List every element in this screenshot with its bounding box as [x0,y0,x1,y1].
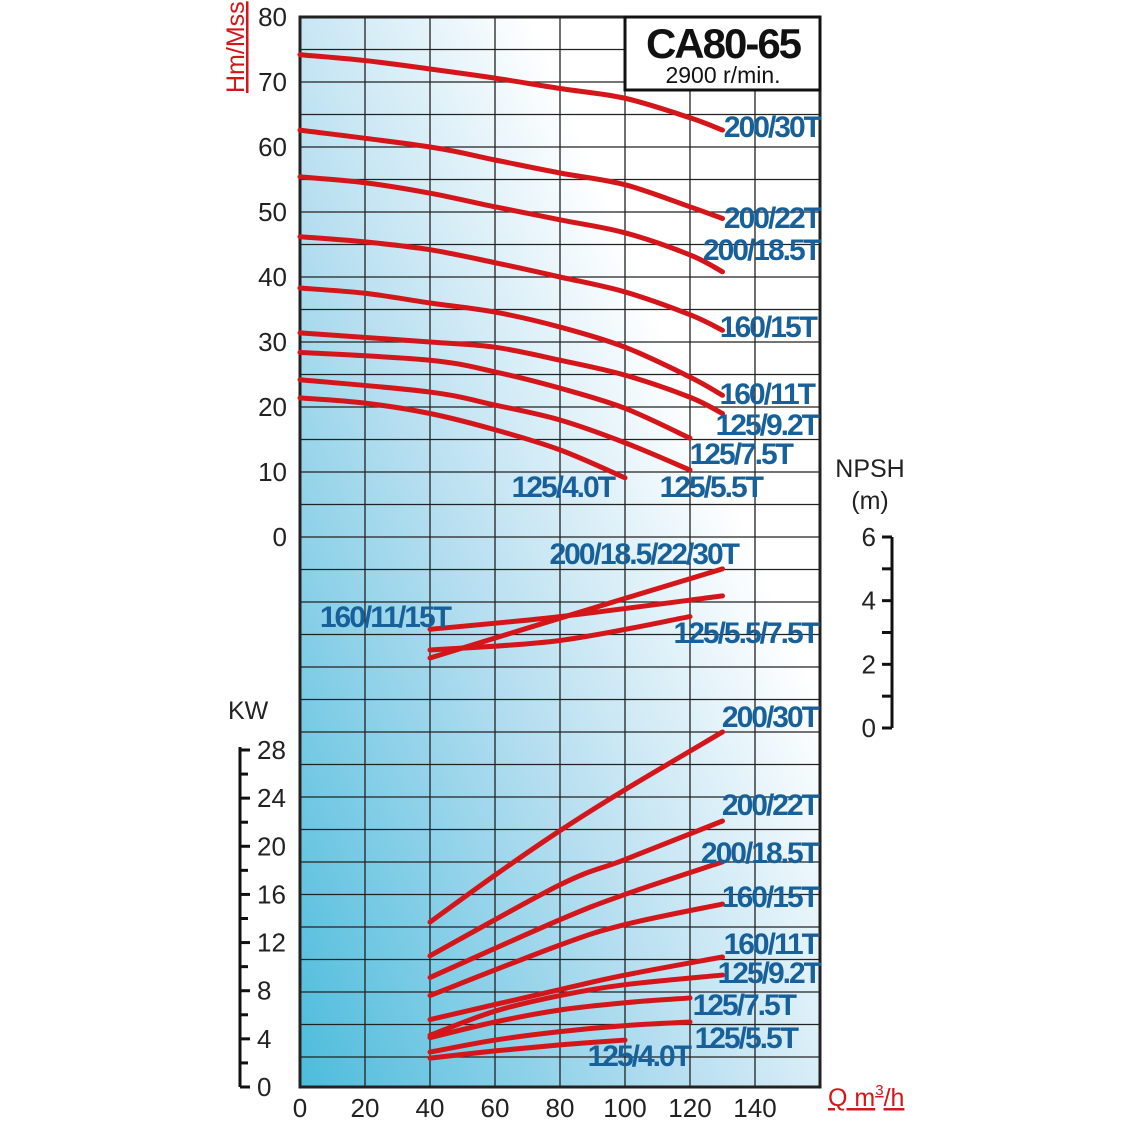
power-curve-200-22T [427,818,725,959]
power-series-label: 160/15T [722,881,820,914]
npsh-series-label: 160/11/15T [320,601,452,634]
y-tick-label-power: 20 [257,831,286,861]
x-tick-label: 100 [603,1093,646,1123]
head-curve-125-7-5T [297,349,693,441]
y-tick-label-head: 50 [258,197,287,227]
power-curve-200-18-5T [427,859,725,980]
y-tick-label-head: 70 [258,67,287,97]
y-tick-label-head: 30 [258,327,287,357]
power-series-label: 125/9.2T [718,957,822,990]
x-tick-label: 60 [481,1093,510,1123]
head-series-label: 200/22T [724,202,822,235]
x-tick-label: 80 [546,1093,575,1123]
npsh-series-label: 125/5.5/7.5T [674,617,820,650]
power-curve-200-30T [427,729,725,925]
power-curve-125-4-0T [427,1037,628,1061]
y-axis-title-power: KW [228,697,269,725]
head-series-label: 160/11T [720,378,816,411]
head-curve-125-9-2T [297,330,725,416]
y-tick-label-power: 16 [257,879,286,909]
chart-title: CA80-65 [646,20,802,67]
power-series-label: 200/18.5T [701,837,820,870]
head-series-label: 125/5.5T [660,471,764,504]
head-series-label: 125/4.0T [512,471,616,504]
head-series-label: 160/15T [720,311,818,344]
grid [300,17,820,1087]
y-tick-label-head: 10 [258,457,287,487]
x-tick-label: 120 [668,1093,711,1123]
npsh-series-label: 200/18.5/22/30T [549,538,739,571]
y-tick-label-power: 12 [257,928,286,958]
y-tick-label-head: 20 [258,392,287,422]
head-curve-160-11T [297,285,725,398]
y-tick-label-npsh: 2 [862,649,876,679]
chart-subtitle: 2900 r/min. [665,62,780,88]
power-series-label: 200/30T [722,701,820,734]
head-curve-200-22T [297,127,725,221]
y-axis-title-head: Hm/Mss [222,1,250,93]
y-tick-label-head: 40 [258,262,287,292]
y-tick-label-head: 0 [273,522,287,552]
y-tick-label-head: 60 [258,132,287,162]
y-tick-label-power: 0 [257,1072,271,1102]
power-series-label: 200/22T [722,789,820,822]
x-tick-label: 140 [733,1093,776,1123]
y-tick-label-npsh: 4 [862,586,876,616]
power-curve-125-7-5T [427,995,693,1041]
head-curve-200-30T [297,52,725,133]
head-series-label: 200/30T [724,111,822,144]
power-curve-125-9-2T [427,972,725,1038]
title-box: CA80-65 2900 r/min. [623,15,822,92]
plot-frame [298,15,822,1089]
head-series-label: 125/7.5T [690,438,794,471]
head-series-label: 125/9.2T [716,409,820,442]
head-curve-200-18-5T [297,174,725,275]
power-series-label: 125/5.5T [695,1022,799,1055]
y-axis-unit-npsh: (m) [851,487,888,515]
power-series-label: 125/7.5T [693,989,797,1022]
npsh-curve-125-5-5-7-5T [427,614,693,653]
head-curve-125-5-5T [297,377,693,473]
npsh-curve-160-11-15T [427,593,725,632]
power-series-label: 125/4.0T [588,1040,692,1073]
y-tick-label-npsh: 6 [862,522,876,552]
power-series-label: 160/11T [724,928,820,961]
x-tick-label: 40 [416,1093,445,1123]
power-curve-160-11T [427,954,725,1023]
head-curve-125-4-0T [297,395,628,481]
y-tick-label-power: 24 [257,783,286,813]
power-curve-125-5-5T [427,1019,693,1055]
x-axis-title: Q m3/h [828,1082,904,1112]
y-tick-label-npsh: 0 [862,713,876,743]
y-tick-label-head: 80 [258,2,287,32]
x-tick-label: 0 [293,1093,307,1123]
curves [297,52,725,1061]
y-tick-label-power: 28 [257,735,286,765]
y-axis-title-npsh: NPSH [835,455,904,483]
head-series-label: 200/18.5T [703,234,822,267]
y-tick-label-power: 8 [257,976,271,1006]
head-curve-160-15T [297,234,725,333]
series-labels: 200/30T200/22T200/18.5T160/15T160/11T125… [320,111,824,1073]
power-curve-160-15T [427,901,725,999]
y-tick-label-power: 4 [257,1024,271,1054]
x-tick-label: 20 [351,1093,380,1123]
